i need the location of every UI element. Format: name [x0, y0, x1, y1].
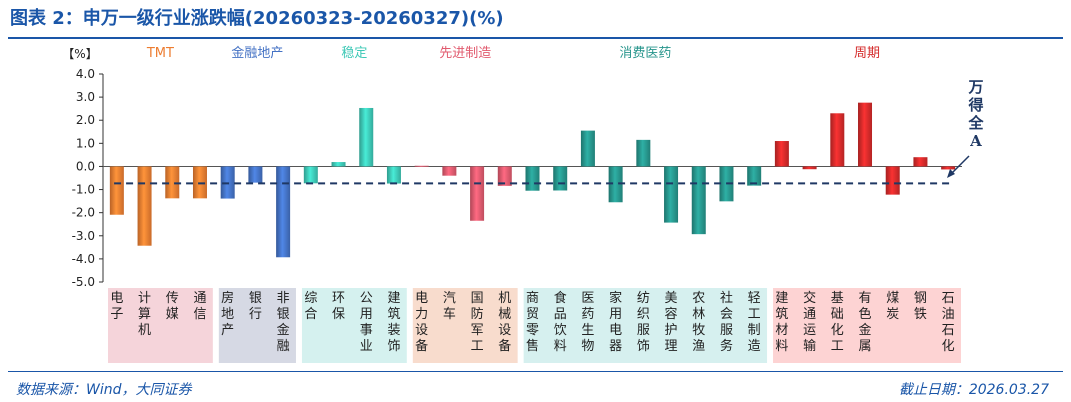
bar	[802, 166, 817, 170]
y-tick-label: 2.0	[76, 113, 95, 127]
group-label: 稳定	[341, 45, 367, 61]
bar	[885, 166, 900, 195]
benchmark-arrow-head	[947, 169, 955, 178]
group-label: 消费医药	[619, 46, 671, 61]
category-label: 钢铁	[914, 291, 927, 322]
category-label: 石油石化	[942, 291, 955, 354]
group-band-4	[523, 288, 768, 363]
bar	[248, 166, 263, 183]
category-label: 煤炭	[886, 291, 899, 322]
category-label: 医药生物	[581, 291, 594, 354]
chart-title: 图表 2：申万一级行业涨跌幅(20260323-20260327)(%)	[10, 8, 504, 29]
category-label: 有色金属	[859, 291, 872, 354]
footer-rule	[8, 371, 1063, 372]
bar	[525, 166, 540, 191]
bar	[858, 102, 873, 167]
group-label: 金融地产	[231, 45, 283, 61]
bar	[359, 107, 374, 167]
bar	[941, 166, 956, 170]
bar	[913, 157, 928, 167]
title-rule	[8, 37, 1063, 39]
bar	[331, 162, 346, 167]
y-tick-label: -2.0	[72, 206, 95, 220]
bar-chart: TMT 金融地产 稳定 先进制造 消费医药 周期 4.0 3.0 2.0 1.0 0.0 -1.0 -2…	[62, 45, 984, 363]
bar	[165, 166, 180, 199]
y-tick-label: 4.0	[76, 67, 95, 81]
category-label: 国防军工	[471, 291, 484, 354]
category-label: 农林牧渔	[692, 291, 705, 354]
y-tick-label: 3.0	[76, 90, 95, 104]
category-label: 基础化工	[831, 291, 844, 354]
category-label: 纺织服饰	[637, 291, 650, 354]
bar	[386, 166, 401, 184]
category-label: 汽车	[443, 291, 456, 322]
bar	[442, 166, 457, 176]
category-label: 环保	[332, 291, 345, 322]
bar	[497, 166, 512, 186]
bar	[553, 166, 568, 191]
group-label: TMT	[146, 46, 174, 61]
group-band-2	[301, 288, 407, 363]
bar	[691, 166, 706, 235]
category-label: 建筑材料	[775, 291, 788, 354]
category-label: 公用事业	[360, 291, 373, 354]
group-band-3	[412, 288, 518, 363]
bar	[276, 166, 291, 258]
benchmark-label: 万得全 A	[967, 78, 984, 150]
benchmark-arrow	[950, 155, 970, 175]
category-label: 银行	[249, 291, 262, 322]
category-label: 建筑装饰	[387, 291, 400, 354]
y-tick-label: -3.0	[72, 229, 95, 243]
bar	[137, 166, 152, 246]
category-label: 传媒	[166, 291, 179, 322]
bar	[470, 166, 485, 221]
category-label: 商贸零售	[526, 291, 539, 354]
bar	[580, 130, 595, 167]
group-band-0	[108, 288, 213, 363]
category-label: 轻工制造	[748, 291, 761, 354]
category-label: 交通运输	[803, 290, 816, 354]
group-label: 先进制造	[439, 46, 491, 61]
bar	[636, 139, 651, 167]
date-note: 截止日期：2026.03.27	[898, 382, 1049, 398]
category-label: 房地产	[221, 290, 234, 338]
category-label: 综合	[304, 291, 317, 322]
bar	[608, 166, 623, 203]
bar	[747, 166, 762, 186]
bar	[774, 141, 789, 167]
category-label: 计算机	[138, 291, 151, 338]
bar	[664, 166, 679, 223]
category-label: 非银金融	[277, 291, 290, 354]
y-tick-label: -1.0	[72, 183, 95, 197]
bar	[303, 166, 318, 184]
category-label: 机械设备	[498, 291, 511, 354]
y-tick-label: 1.0	[76, 136, 95, 150]
category-label: 通信	[193, 291, 206, 322]
bar	[830, 113, 845, 167]
category-label: 电力设备	[415, 291, 428, 354]
y-tick-label: 0.0	[76, 159, 95, 173]
category-label: 社会服务	[720, 290, 733, 354]
group-label: 周期	[854, 46, 880, 61]
y-tick-label: -4.0	[72, 252, 95, 266]
category-label: 食品饮料	[554, 290, 567, 354]
bar	[109, 166, 124, 215]
category-label: 美容护理	[665, 291, 678, 354]
group-band-1	[218, 288, 296, 363]
category-label: 家用电器	[609, 290, 622, 354]
y-unit-label: 【%】	[62, 47, 97, 61]
group-band-5	[773, 288, 961, 363]
bar	[414, 165, 429, 167]
category-label: 电子	[110, 291, 123, 322]
y-tick-label: -5.0	[72, 275, 95, 289]
source-note: 数据来源：Wind，大同证券	[16, 382, 192, 398]
